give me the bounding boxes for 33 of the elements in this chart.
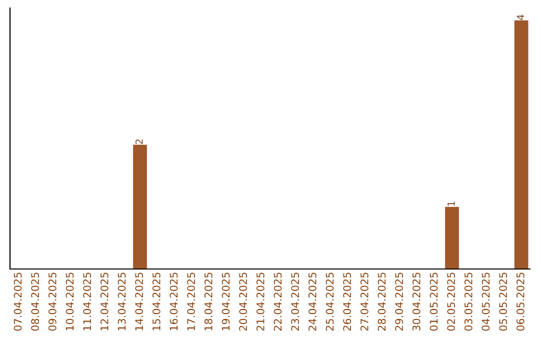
x-tick-label: 25.04.2025 xyxy=(326,272,334,331)
x-tick-label: 05.05.2025 xyxy=(499,272,508,331)
x-tick-label: 16.04.2025 xyxy=(170,272,178,330)
x-tick-label: 06.05.2025 xyxy=(516,272,524,331)
x-tick-label: 09.04.2025 xyxy=(48,272,56,331)
x-tick-label: 19.04.2025 xyxy=(222,272,230,330)
x-tick-label: 22.04.2025 xyxy=(274,272,282,331)
x-tick-label: 24.04.2025 xyxy=(308,272,316,331)
x-tick-label: 29.04.2025 xyxy=(395,272,404,331)
data-label: 1 xyxy=(448,202,455,206)
x-tick-label: 08.04.2025 xyxy=(31,272,40,331)
x-tick-label: 01.05.2025 xyxy=(430,272,438,331)
x-tick-label: 04.05.2025 xyxy=(482,272,490,331)
data-label: 4 xyxy=(516,14,524,20)
x-tick-label: 07.04.2025 xyxy=(14,272,22,331)
x-tick-label: 10.04.2025 xyxy=(66,272,74,330)
x-tick-label: 28.04.2025 xyxy=(378,272,386,331)
x-tick-label: 11.04.2025 xyxy=(83,272,92,330)
x-tick-label: 13.04.2025 xyxy=(118,272,126,330)
x-tick-label: 15.04.2025 xyxy=(152,272,160,330)
x-tick-label: 12.04.2025 xyxy=(100,272,108,330)
x-tick-label: 27.04.2025 xyxy=(360,272,368,331)
x-tick-label: 14.04.2025 xyxy=(135,272,144,330)
x-tick-label: 26.04.2025 xyxy=(343,272,352,331)
x-tick-label: 21.04.2025 xyxy=(256,272,264,331)
x-tick-label: 18.04.2025 xyxy=(204,272,212,330)
x-tick-label: 20.04.2025 xyxy=(239,272,248,331)
x-tick-label: 02.05.2025 xyxy=(447,272,456,331)
x-tick-label: 23.04.2025 xyxy=(291,272,300,331)
data-label: 2 xyxy=(135,140,143,144)
x-tick-label: 17.04.2025 xyxy=(187,272,196,330)
x-tick-label: 03.05.2025 xyxy=(464,272,472,331)
x-tick-label: 30.04.2025 xyxy=(412,272,420,331)
